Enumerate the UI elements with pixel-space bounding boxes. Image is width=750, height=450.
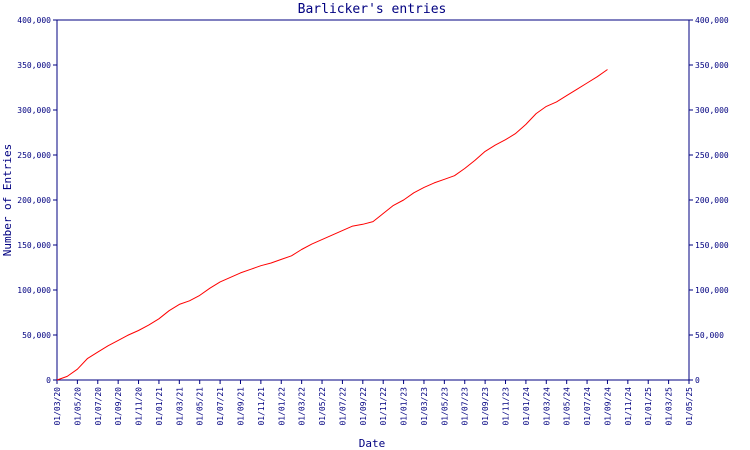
y-tick-label-left: 200,000 [17,196,51,205]
y-tick-label-right: 300,000 [695,106,729,115]
x-tick-label: 01/07/23 [461,387,470,426]
x-tick-label: 01/09/23 [481,387,490,426]
x-tick-label: 01/01/24 [522,387,531,426]
y-tick-label-left: 100,000 [17,286,51,295]
y-tick-label-left: 350,000 [17,61,51,70]
x-tick-label: 01/05/21 [196,387,205,426]
y-tick-label-right: 250,000 [695,151,729,160]
x-tick-label: 01/03/22 [298,387,307,426]
y-tick-label-right: 400,000 [695,16,729,25]
y-tick-label-left: 300,000 [17,106,51,115]
x-tick-label: 01/03/21 [175,387,184,426]
x-tick-label: 01/03/20 [53,387,62,426]
x-tick-label: 01/11/23 [502,387,511,426]
x-tick-label: 01/03/23 [420,387,429,426]
x-tick-label: 01/01/21 [155,387,164,426]
x-tick-label: 01/01/23 [400,387,409,426]
x-tick-label: 01/09/22 [359,387,368,426]
y-tick-label-left: 50,000 [22,331,51,340]
x-tick-label: 01/11/24 [624,387,633,426]
y-tick-label-left: 400,000 [17,16,51,25]
x-axis-label: Date [359,437,386,450]
y-tick-label-right: 100,000 [695,286,729,295]
y-tick-label-left: 250,000 [17,151,51,160]
x-tick-label: 01/07/24 [583,387,592,426]
x-tick-label: 01/03/25 [665,387,674,426]
x-tick-label: 01/11/22 [379,387,388,426]
x-tick-label: 01/09/20 [114,387,123,426]
series-line-0 [56,69,608,381]
x-tick-label: 01/03/24 [542,387,551,426]
tick-labels: 0 0 50,000 50,000 100,000 100,000 150,000 150,0… [17,16,729,426]
x-tick-label: 01/07/22 [338,387,347,426]
x-tick-label: 01/05/25 [685,387,694,426]
x-tick-label: 01/11/21 [257,387,266,426]
x-tick-label: 01/01/22 [277,387,286,426]
y-tick-label-right: 50,000 [695,331,724,340]
x-tick-label: 01/07/20 [94,387,103,426]
x-tick-label: 01/09/21 [236,387,245,426]
x-tick-label: 01/09/24 [603,387,612,426]
x-tick-label: 01/05/23 [440,387,449,426]
axes [53,19,693,384]
y-tick-label-right: 200,000 [695,196,729,205]
y-axis-label: Number of Entries [1,144,14,257]
x-tick-label: 01/01/25 [644,387,653,426]
y-tick-label-right: 150,000 [695,241,729,250]
series [56,69,608,381]
x-tick-label: 01/07/21 [216,387,225,426]
y-tick-label-right: 350,000 [695,61,729,70]
y-tick-label-right: 0 [695,376,700,385]
x-tick-label: 01/05/20 [73,387,82,426]
y-tick-label-left: 0 [46,376,51,385]
x-tick-label: 01/05/22 [318,387,327,426]
x-tick-label: 01/11/20 [135,387,144,426]
y-tick-label-left: 150,000 [17,241,51,250]
chart-title: Barlicker's entries [298,2,447,17]
x-tick-label: 01/05/24 [563,387,572,426]
